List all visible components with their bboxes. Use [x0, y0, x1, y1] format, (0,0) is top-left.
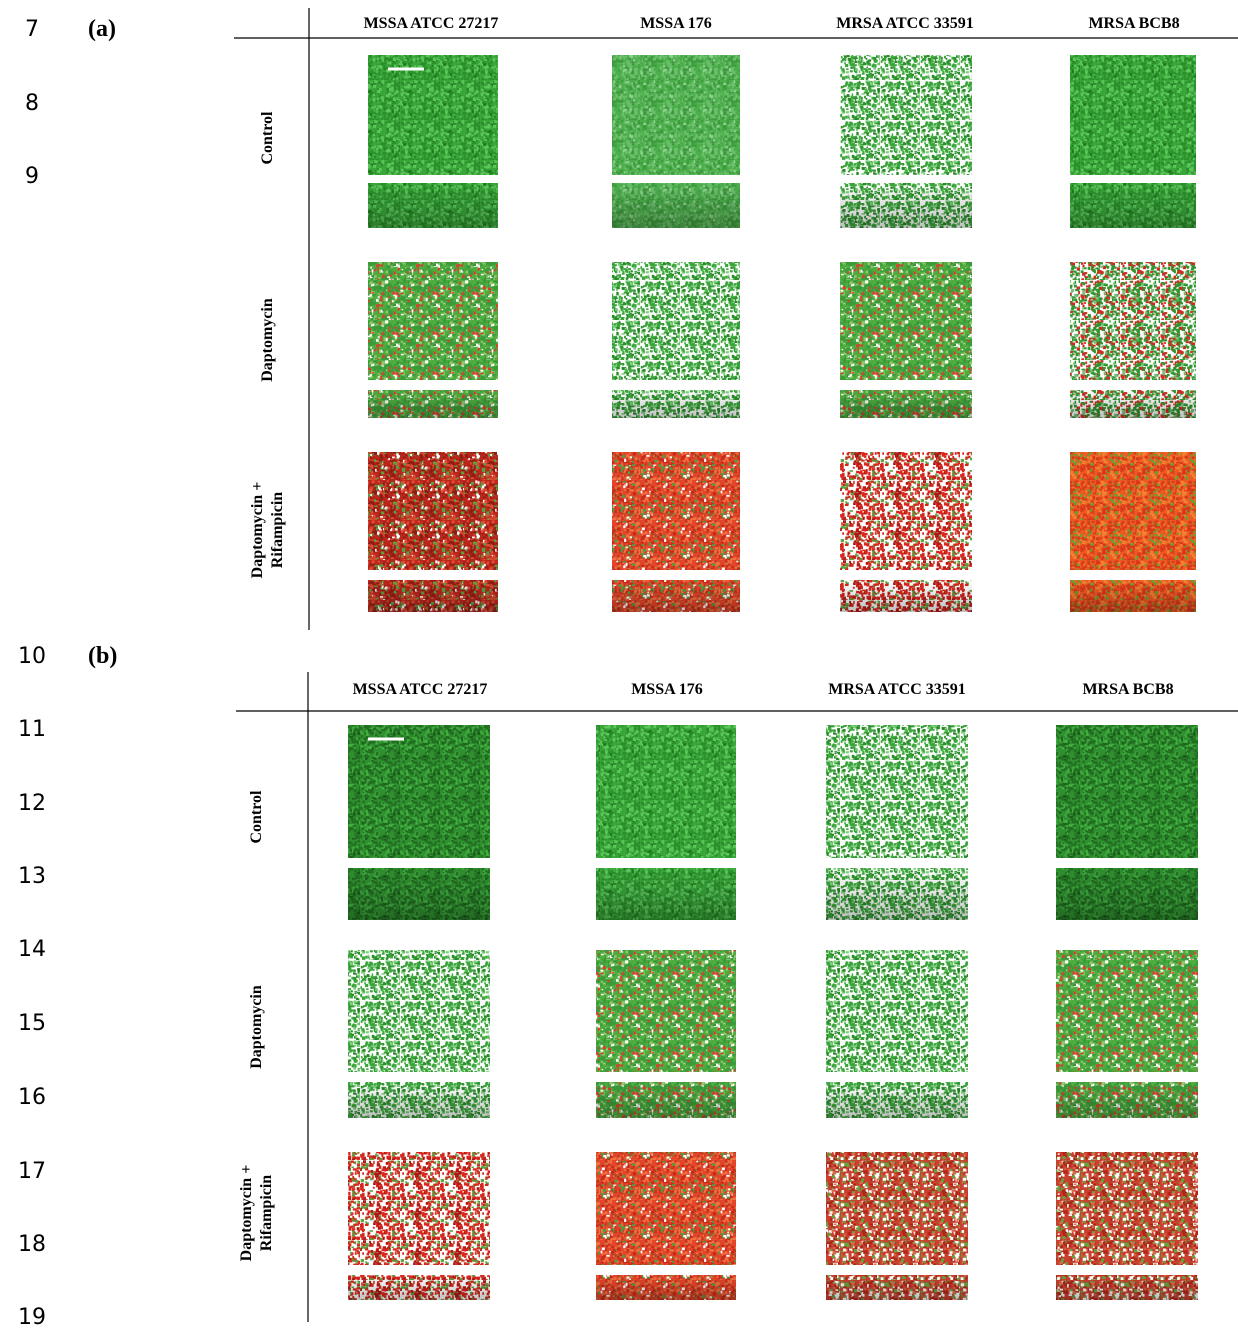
side-shade: [348, 1275, 490, 1300]
column-header: MRSA ATCC 33591: [828, 681, 966, 698]
side-shade: [826, 868, 968, 920]
biofilm-top-view: [1070, 55, 1196, 175]
side-shade: [826, 1275, 968, 1300]
side-shade: [826, 1082, 968, 1118]
line-number: 8: [25, 91, 39, 116]
side-shade: [1056, 1082, 1198, 1118]
row-label: Rifampicin: [269, 492, 286, 569]
column-header: MSSA ATCC 27217: [364, 15, 499, 32]
biofilm-top-view: [1056, 725, 1198, 858]
row-label: Daptomycin +: [249, 482, 266, 579]
side-shade: [368, 580, 498, 612]
row-label: Control: [248, 790, 265, 844]
line-number: 13: [18, 864, 46, 889]
biofilm-top-view: [1070, 262, 1196, 380]
biofilm-top-view: [368, 262, 498, 380]
side-shade: [840, 183, 972, 228]
column-header: MRSA BCB8: [1082, 681, 1173, 698]
side-shade: [840, 580, 972, 612]
side-shade: [612, 183, 740, 228]
row-label: Control: [259, 111, 276, 165]
line-number: 14: [18, 937, 46, 962]
biofilm-top-view: [1056, 1152, 1198, 1265]
side-shade: [368, 183, 498, 228]
side-shade: [596, 1275, 736, 1300]
line-number: 10: [18, 644, 46, 669]
biofilm-top-view: [612, 262, 740, 380]
side-shade: [596, 1082, 736, 1118]
biofilm-top-view: [368, 452, 498, 570]
side-shade: [596, 868, 736, 920]
row-label: Daptomycin +: [238, 1165, 255, 1262]
line-number: 9: [25, 164, 39, 189]
biofilm-top-view: [348, 1152, 490, 1265]
line-number: 17: [18, 1159, 46, 1184]
line-number: 16: [18, 1085, 46, 1110]
side-shade: [1070, 183, 1196, 228]
biofilm-top-view: [1070, 452, 1196, 570]
biofilm-top-view: [348, 725, 490, 858]
biofilm-top-view: [596, 1152, 736, 1265]
column-header: MRSA BCB8: [1088, 15, 1179, 32]
side-shade: [1070, 580, 1196, 612]
line-number: 18: [18, 1232, 46, 1257]
panel-label: (b): [88, 643, 117, 669]
biofilm-top-view: [826, 1152, 968, 1265]
biofilm-top-view: [840, 452, 972, 570]
biofilm-top-view: [596, 950, 736, 1072]
panel-label: (a): [88, 16, 116, 42]
biofilm-top-view: [596, 725, 736, 858]
line-number: 11: [18, 717, 46, 742]
side-shade: [840, 390, 972, 418]
biofilm-top-view: [840, 55, 972, 175]
side-shade: [1056, 1275, 1198, 1300]
column-header: MSSA 176: [631, 681, 703, 698]
row-label: Daptomycin: [248, 985, 265, 1069]
biofilm-top-view: [348, 950, 490, 1072]
side-shade: [368, 390, 498, 418]
biofilm-top-view: [826, 950, 968, 1072]
biofilm-top-view: [612, 452, 740, 570]
line-number: 15: [18, 1011, 46, 1036]
column-header: MRSA ATCC 33591: [836, 15, 974, 32]
row-label: Daptomycin: [259, 298, 276, 382]
side-shade: [348, 1082, 490, 1118]
row-label: Rifampicin: [258, 1175, 275, 1252]
line-number: 7: [25, 17, 39, 42]
biofilm-top-view: [840, 262, 972, 380]
biofilm-top-view: [612, 55, 740, 175]
side-shade: [1070, 390, 1196, 418]
line-number: 19: [18, 1305, 46, 1328]
side-shade: [1056, 868, 1198, 920]
column-header: MSSA 176: [640, 15, 712, 32]
column-header: MSSA ATCC 27217: [353, 681, 488, 698]
line-number: 12: [18, 791, 46, 816]
biofilm-top-view: [826, 725, 968, 858]
biofilm-top-view: [368, 55, 498, 175]
side-shade: [612, 580, 740, 612]
biofilm-top-view: [1056, 950, 1198, 1072]
side-shade: [612, 390, 740, 418]
side-shade: [348, 868, 490, 920]
